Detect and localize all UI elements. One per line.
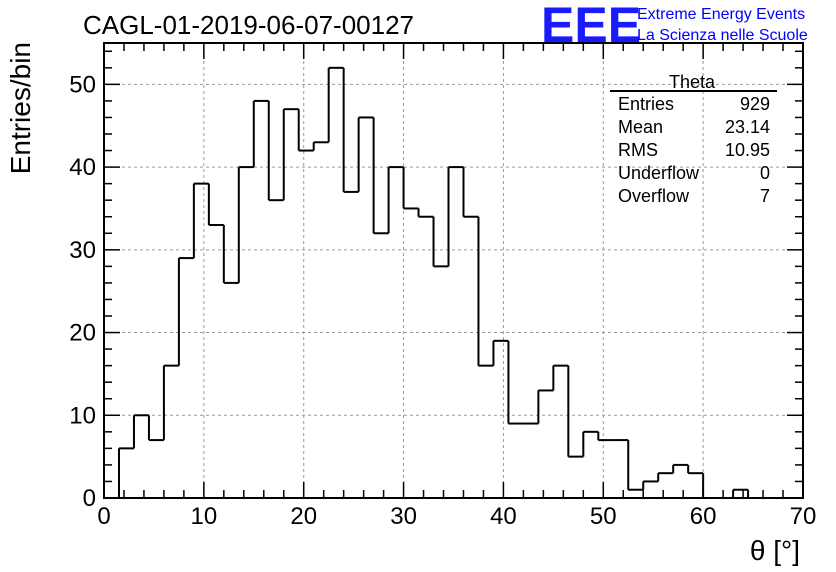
x-tick-label: 50 (590, 503, 617, 530)
x-tick-label: 60 (690, 503, 717, 530)
y-axis-label: Entries/bin (5, 42, 36, 174)
stats-rows: Entries 929 Mean 23.14 RMS 10.95 Underflow 0 Ove… (618, 94, 770, 206)
stats-row-label: Underflow (618, 163, 700, 183)
logo-line-2: La Scienza nelle Scuole (637, 27, 808, 44)
stats-row-value: 10.95 (725, 140, 770, 160)
grid (104, 43, 803, 498)
x-tick-label: 0 (97, 503, 110, 530)
chart-title: CAGL-01-2019-06-07-00127 (83, 10, 414, 40)
x-tick-label: 10 (191, 503, 218, 530)
x-tick-label: 40 (490, 503, 517, 530)
eee-logo: EEE Extreme Energy Events La Scienza nel… (541, 0, 808, 53)
stats-box: Theta Entries 929 Mean 23.14 RMS 10.95 Underfl… (610, 72, 777, 206)
x-tick-label: 30 (390, 503, 417, 530)
y-tick-label: 0 (83, 485, 96, 512)
plot-frame (103, 42, 804, 499)
logo-line-1: Extreme Energy Events (637, 6, 805, 23)
histogram-bars (104, 66, 803, 499)
stats-row-label: Mean (618, 117, 663, 137)
stats-row-label: Overflow (618, 186, 690, 206)
logo-mark: EEE (541, 0, 641, 53)
y-tick-label: 40 (69, 154, 96, 181)
stats-row-value: 7 (760, 186, 770, 206)
plot-border (103, 42, 804, 499)
y-tick-label: 30 (69, 237, 96, 264)
y-tick-label: 20 (69, 320, 96, 347)
x-tick-label: 70 (790, 503, 817, 530)
stats-row-value: 0 (760, 163, 770, 183)
stats-row-value: 23.14 (725, 117, 770, 137)
x-axis-label: θ [°] (750, 535, 800, 566)
stats-row-label: RMS (618, 140, 658, 160)
stats-row-label: Entries (618, 94, 674, 114)
axis-ticks (103, 43, 804, 499)
x-tick-label: 20 (290, 503, 317, 530)
y-tick-label: 50 (69, 71, 96, 98)
y-tick-label: 10 (69, 402, 96, 429)
stats-title: Theta (669, 72, 716, 92)
stats-row-value: 929 (740, 94, 770, 114)
